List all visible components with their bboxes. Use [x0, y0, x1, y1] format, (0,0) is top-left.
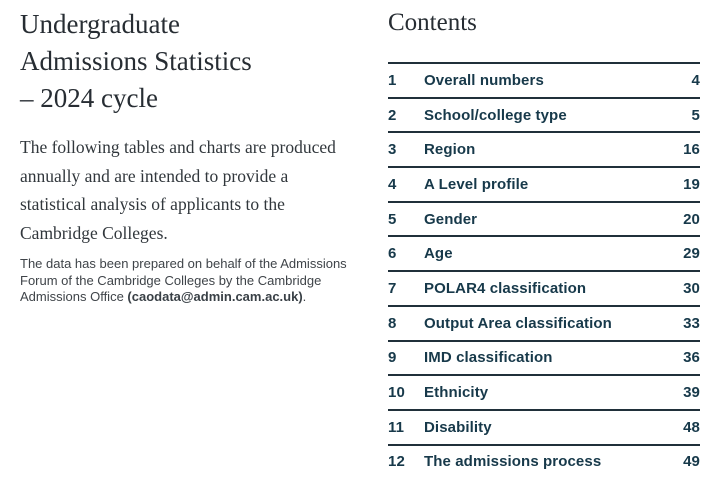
toc-page-number: 30 — [683, 279, 700, 297]
page-title-line-1: Undergraduate — [20, 9, 180, 39]
toc-section-number: 12 — [388, 453, 405, 471]
contents-heading: Contents — [388, 9, 477, 36]
contents-table: 1 Overall numbers 4 2 School/college typ… — [388, 62, 700, 478]
toc-section-number: 3 — [388, 141, 397, 159]
toc-section-number: 8 — [388, 314, 397, 332]
toc-row-region[interactable]: 3 Region 16 — [388, 131, 700, 166]
toc-section-label: The admissions process — [424, 453, 602, 471]
toc-section-label: Disability — [424, 418, 492, 436]
toc-section-label: Region — [424, 141, 476, 159]
toc-section-number: 5 — [388, 210, 397, 228]
contact-email: (caodata@admin.cam.ac.uk) — [127, 289, 303, 304]
preparation-note: The data has been prepared on behalf of … — [20, 256, 350, 306]
toc-page-number: 36 — [683, 349, 700, 367]
toc-section-number: 7 — [388, 279, 397, 297]
toc-section-number: 9 — [388, 349, 397, 367]
page-title: Undergraduate Admissions Statistics – 20… — [20, 6, 365, 117]
toc-section-number: 2 — [388, 106, 397, 124]
toc-row-disability[interactable]: 11 Disability 48 — [388, 408, 700, 444]
toc-row-age[interactable]: 6 Age 29 — [388, 235, 700, 270]
toc-row-overall-numbers[interactable]: 1 Overall numbers 4 — [388, 62, 700, 97]
toc-page-number: 48 — [683, 418, 700, 436]
toc-section-label: A Level profile — [424, 175, 529, 193]
toc-section-number: 10 — [388, 384, 405, 402]
toc-row-the-admissions-process[interactable]: 12 The admissions process 49 — [388, 443, 700, 479]
toc-row-gender[interactable]: 5 Gender 20 — [388, 200, 700, 236]
toc-row-imd-classification[interactable]: 9 IMD classification 36 — [388, 339, 700, 375]
contents-section: Contents 1 Overall numbers 4 2 School/co… — [388, 0, 700, 478]
toc-section-label: School/college type — [424, 106, 567, 124]
toc-section-label: Gender — [424, 210, 478, 228]
intro-paragraph: The following tables and charts are prod… — [20, 137, 336, 243]
toc-section-number: 11 — [388, 418, 405, 436]
toc-page-number: 20 — [683, 210, 700, 228]
title-block: Undergraduate Admissions Statistics – 20… — [20, 6, 365, 306]
page-title-line-2: Admissions Statistics — [20, 46, 252, 76]
page-title-line-3: – 2024 cycle — [20, 83, 158, 113]
toc-page-number: 29 — [683, 245, 700, 263]
toc-section-label: POLAR4 classification — [424, 279, 587, 297]
toc-section-label: Age — [424, 245, 453, 263]
toc-page-number: 49 — [683, 453, 700, 471]
toc-page-number: 4 — [691, 71, 700, 89]
toc-section-label: IMD classification — [424, 349, 553, 367]
toc-row-school-college-type[interactable]: 2 School/college type 5 — [388, 96, 700, 132]
toc-section-label: Overall numbers — [424, 71, 544, 89]
note-period: . — [302, 289, 307, 304]
note-text: The data has been prepared on behalf of … — [20, 256, 347, 304]
toc-page-number: 5 — [691, 106, 700, 124]
toc-page-number: 19 — [683, 175, 700, 193]
toc-section-number: 1 — [388, 71, 397, 89]
toc-page-number: 39 — [683, 384, 700, 402]
toc-row-a-level-profile[interactable]: 4 A Level profile 19 — [388, 166, 700, 201]
toc-page-number: 33 — [683, 314, 700, 332]
toc-section-number: 4 — [388, 175, 397, 193]
toc-section-label: Ethnicity — [424, 384, 489, 402]
toc-row-ethnicity[interactable]: 10 Ethnicity 39 — [388, 374, 700, 409]
toc-row-polar4-classification[interactable]: 7 POLAR4 classification 30 — [388, 270, 700, 305]
toc-section-label: Output Area classification — [424, 314, 612, 332]
toc-row-output-area-classification[interactable]: 8 Output Area classification 33 — [388, 304, 700, 340]
toc-section-number: 6 — [388, 245, 397, 263]
toc-page-number: 16 — [683, 141, 700, 159]
